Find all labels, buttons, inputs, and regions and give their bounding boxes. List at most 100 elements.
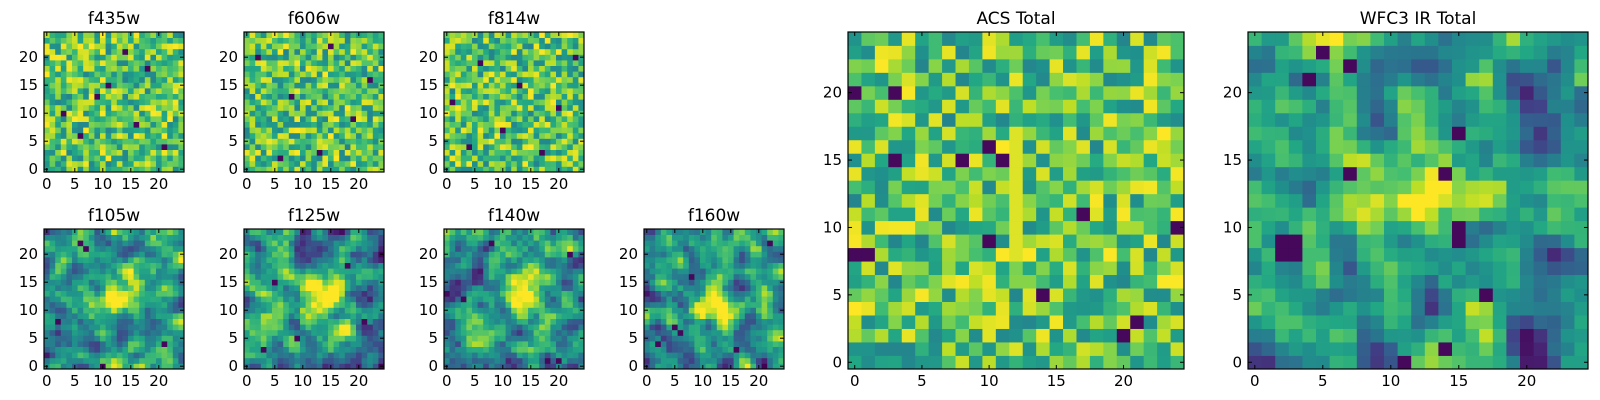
heatmap-cell [361, 341, 368, 347]
heatmap-cell [556, 313, 562, 319]
heatmap-cell [83, 104, 90, 111]
heatmap-cell [539, 82, 546, 89]
heatmap-cell [311, 307, 318, 314]
heatmap-cell [116, 110, 123, 117]
plot-frame [243, 228, 385, 370]
heatmap-cell [305, 110, 312, 117]
heatmap-cell [511, 88, 518, 94]
heatmap-cell [311, 138, 318, 145]
heatmap-cell [328, 251, 334, 258]
heatmap-cell [178, 324, 185, 331]
heatmap-cell [255, 37, 262, 44]
heatmap-cell [144, 301, 151, 308]
heatmap-cell [94, 110, 101, 117]
heatmap-cell [116, 166, 123, 173]
heatmap-cell [744, 285, 751, 291]
heatmap-cell [861, 355, 876, 370]
heatmap-cell [305, 88, 312, 94]
heatmap-cell [494, 290, 501, 297]
heatmap-cell [516, 240, 523, 247]
heatmap-cell [167, 318, 174, 325]
heatmap-cell [44, 48, 50, 55]
heatmap-cell [705, 285, 712, 291]
heatmap-cell [66, 116, 73, 122]
heatmap-cell [1170, 261, 1185, 276]
heatmap-cell [255, 138, 262, 145]
heatmap-cell [500, 60, 506, 66]
heatmap-cell [711, 335, 718, 342]
heatmap-cell [567, 273, 574, 280]
heatmap-cell [83, 60, 90, 66]
heatmap-cell [72, 318, 78, 325]
heatmap-cell [483, 127, 490, 134]
heatmap-cell [660, 346, 667, 353]
heatmap-cell [44, 116, 50, 122]
heatmap-cell [105, 273, 112, 280]
heatmap-cell [767, 341, 774, 347]
heatmap-cell [733, 352, 740, 359]
heatmap-cell [888, 193, 903, 208]
heatmap-cell [260, 268, 267, 275]
heatmap-cell [49, 93, 56, 100]
heatmap-cell [672, 301, 678, 308]
heatmap-cell [750, 341, 757, 347]
heatmap-cell [756, 240, 762, 247]
heatmap-cell [367, 240, 374, 247]
heatmap-cell [1130, 261, 1145, 276]
heatmap-cell [1063, 166, 1077, 181]
heatmap-cell [688, 279, 695, 286]
heatmap-cell [333, 285, 340, 291]
heatmap-cell [260, 93, 267, 100]
heatmap-cell [539, 251, 546, 258]
heatmap-cell [88, 160, 95, 167]
heatmap-cell [744, 313, 751, 319]
heatmap-cell [350, 110, 357, 117]
heatmap-cell [1009, 274, 1024, 289]
heatmap-cell [561, 71, 568, 78]
heatmap-cell [288, 43, 295, 50]
heatmap-cell [378, 37, 385, 44]
heatmap-cell [350, 268, 357, 275]
heatmap-cell [561, 144, 568, 150]
heatmap-cell [339, 257, 346, 263]
heatmap-cell [49, 357, 56, 364]
heatmap-cell [556, 273, 562, 280]
heatmap-cell [167, 43, 174, 50]
heatmap-cell [333, 82, 340, 89]
heatmap-cell [1022, 220, 1037, 235]
heatmap-cell [550, 116, 557, 122]
heatmap-cell [49, 363, 56, 370]
heatmap-cell [361, 301, 368, 308]
heatmap-cell [528, 240, 534, 247]
heatmap-cell [533, 329, 540, 336]
heatmap-cell [528, 132, 534, 139]
heatmap-cell [578, 37, 585, 44]
heatmap-cell [544, 82, 551, 89]
heatmap-cell [49, 54, 56, 61]
heatmap-cell [255, 144, 262, 150]
heatmap-cell [578, 257, 585, 263]
heatmap-cell [322, 301, 329, 308]
heatmap-cell [660, 307, 667, 314]
heatmap-cell [1157, 193, 1171, 208]
heatmap-cell [666, 296, 673, 303]
heatmap-cell [567, 296, 574, 303]
heatmap-cell [255, 54, 262, 61]
heatmap-cell [260, 121, 267, 128]
heatmap-cell [472, 60, 478, 66]
heatmap-cell [344, 88, 351, 94]
heatmap-cell [494, 346, 501, 353]
heatmap-cell [72, 160, 78, 167]
heatmap-cell [122, 324, 129, 331]
heatmap-cell [733, 257, 740, 263]
heatmap-cell [66, 37, 73, 44]
heatmap-cell [328, 60, 334, 66]
heatmap-cell [277, 43, 284, 50]
heatmap-cell [516, 341, 523, 347]
heatmap-cell [567, 285, 574, 291]
heatmap-cell [556, 307, 562, 314]
x-tick-label: 20 [349, 372, 368, 390]
heatmap-cell [544, 318, 551, 325]
heatmap-cell [1089, 234, 1104, 249]
heatmap-cell [511, 329, 518, 336]
